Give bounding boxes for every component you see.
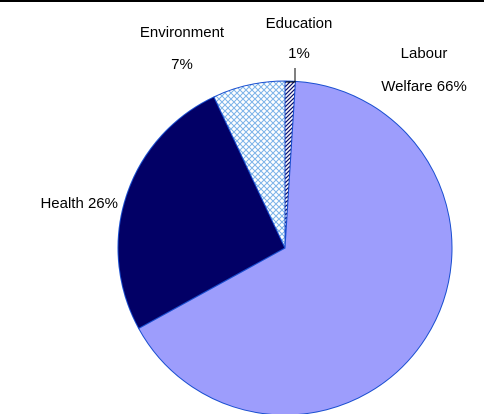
slice-label-education: Education 1% — [266, 15, 333, 62]
top-border-line — [0, 0, 484, 2]
slice-label-labour-welfare: Labour Welfare 66% — [381, 45, 467, 95]
slice-label-line: Health 26% — [40, 195, 118, 212]
slice-label-line: Environment — [140, 24, 225, 41]
slice-label-line: Welfare 66% — [381, 78, 467, 95]
slice-label-environment: Environment 7% — [140, 24, 225, 73]
leader-line-education — [286, 68, 296, 83]
pie-slice-environment — [213, 80, 286, 249]
slice-label-line: 7% — [171, 56, 193, 73]
slice-label-line: Labour — [401, 45, 448, 62]
pie-slice-labour-welfare — [137, 80, 453, 416]
slice-label-line: 1% — [288, 45, 310, 62]
slice-label-line: Education — [266, 15, 333, 32]
pie-slice-health — [117, 96, 286, 330]
slice-label-health: Health 26% — [40, 195, 118, 212]
